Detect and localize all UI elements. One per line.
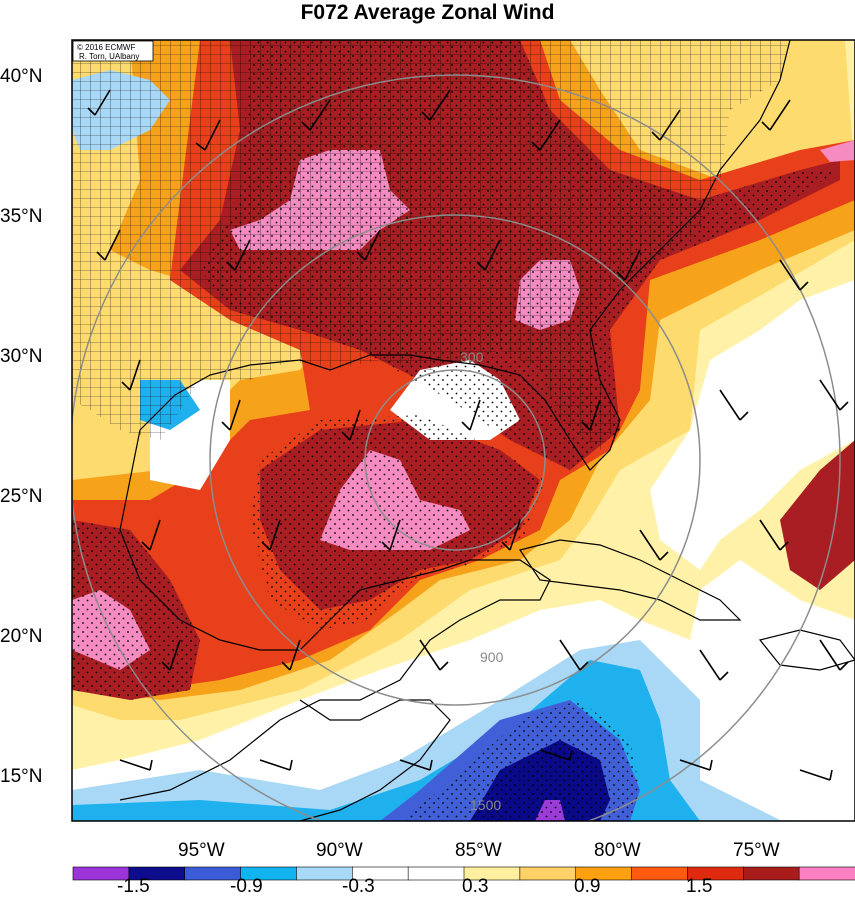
lon-label-80w: 80°W (594, 840, 641, 861)
colorbar-swatch (798, 866, 855, 881)
shading-1.5-east (780, 440, 855, 590)
colorbar-label-0.3: 0.3 (462, 876, 488, 897)
lat-label-15n: 15°N (0, 766, 42, 787)
cuba-outline (519, 539, 742, 621)
lon-label-85w: 85°W (455, 840, 502, 861)
chart-title: F072 Average Zonal Wind (300, 1, 555, 24)
mexico-coastline (119, 429, 551, 801)
colorbar-label-neg0.3: -0.3 (342, 876, 375, 897)
colorbar-swatch (407, 866, 465, 881)
stipple-south (400, 700, 640, 821)
credit-box (72, 40, 154, 62)
map-field: 300 900 1500 (72, 40, 855, 821)
credit-line-1: © 2016 ECMWF (77, 43, 135, 52)
gulf-coastline (139, 40, 791, 471)
stipple-gulf (250, 415, 545, 630)
map-frame (71, 39, 855, 822)
stipple-west (72, 520, 200, 700)
lat-label-35n: 35°N (0, 206, 42, 227)
colorbar-label-neg0.9: -0.9 (230, 876, 263, 897)
ring-label-900: 900 (480, 649, 504, 665)
us-counties (72, 40, 790, 450)
credit-line-2: R. Torn, UAlbany (79, 52, 139, 61)
lon-label-75w: 75°W (733, 840, 780, 861)
colorbar-label-neg1.5: -1.5 (117, 876, 150, 897)
lat-label-30n: 30°N (0, 346, 42, 367)
ring-label-300: 300 (460, 349, 484, 365)
wind-barbs (87, 89, 849, 781)
colorbar-swatch (742, 866, 800, 881)
colorbar (72, 866, 855, 881)
lon-label-95w: 95°W (178, 840, 225, 861)
max-pink-5 (820, 140, 855, 162)
colorbar-label-0.9: 0.9 (574, 876, 600, 897)
colorbar-swatch (519, 866, 577, 881)
colorbar-swatch (631, 866, 689, 881)
colorbar-label-1.5: 1.5 (686, 876, 712, 897)
range-rings (72, 74, 841, 821)
lat-label-40n: 40°N (0, 66, 42, 87)
lat-label-25n: 25°N (0, 486, 42, 507)
lon-label-90w: 90°W (316, 840, 363, 861)
lat-label-20n: 20°N (0, 626, 42, 647)
central-america-outline (299, 699, 451, 821)
atlantic-white (650, 280, 855, 570)
ring-label-1500: 1500 (470, 797, 501, 813)
